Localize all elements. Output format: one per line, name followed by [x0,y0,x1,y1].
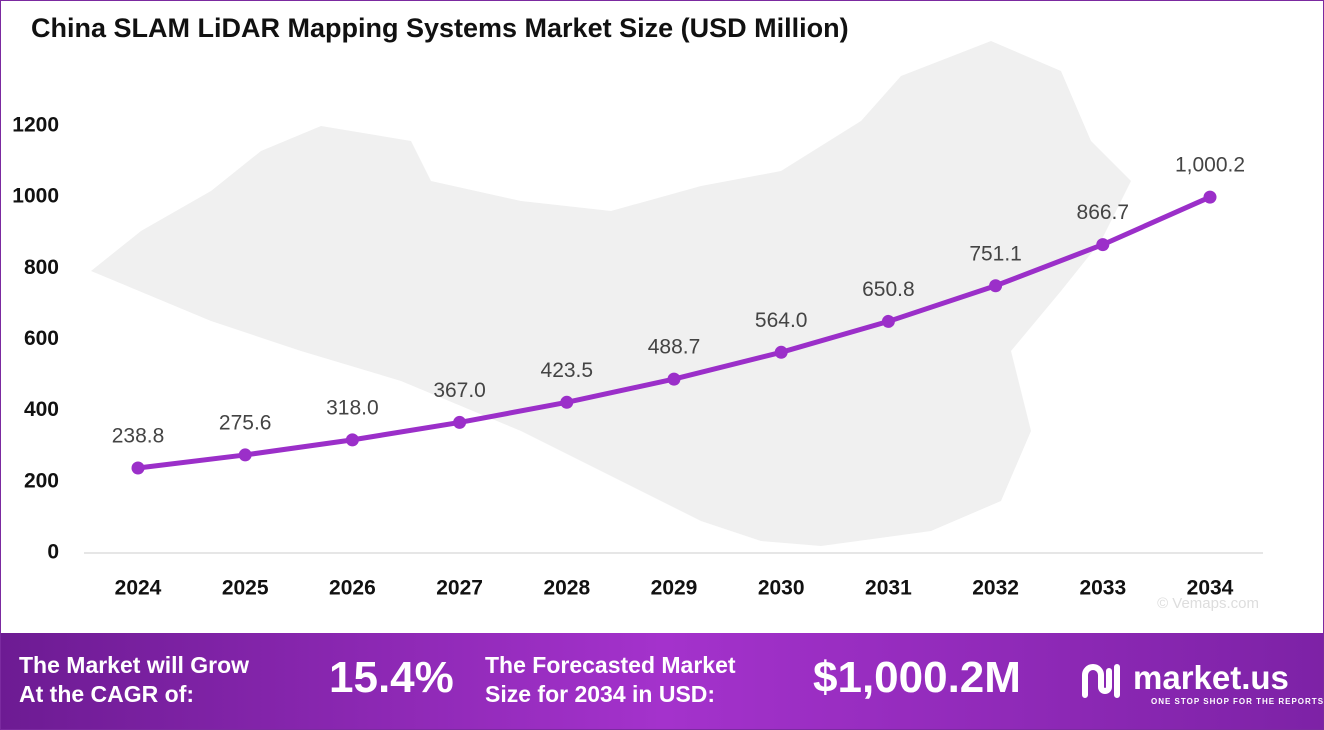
forecast-line: Size for 2034 in USD: [485,681,716,707]
x-tick-label: 2025 [222,577,269,600]
forecast-text: The Forecasted Market Size for 2034 in US… [485,651,736,709]
y-tick-label: 1000 [12,185,59,208]
data-point [667,372,681,386]
x-tick-label: 2033 [1079,577,1126,600]
value-label: 488.7 [648,336,701,359]
value-label: 650.8 [862,278,915,301]
cagr-line: At the CAGR of: [19,681,195,707]
y-tick-label: 400 [24,398,59,421]
value-label: 564.0 [755,309,808,332]
watermark: © Vemaps.com [1157,595,1259,612]
x-tick-label: 2030 [758,577,805,600]
tagline: ONE STOP SHOP FOR THE REPORTS [1151,697,1324,706]
y-tick-label: 0 [47,541,59,564]
data-point [345,433,359,447]
y-tick-label: 200 [24,469,59,492]
x-tick-label: 2028 [543,577,590,600]
footer: The Market will Grow At the CAGR of: 15.4… [1,633,1324,729]
data-point [989,279,1003,293]
y-tick-label: 600 [24,327,59,350]
map-background [91,41,1131,546]
cagr-value: 15.4% [329,653,454,702]
value-label: 866.7 [1077,201,1130,224]
y-tick-label: 1200 [12,114,59,137]
value-label: 1,000.2 [1175,154,1245,177]
data-point [131,461,145,475]
cagr-line: The Market will Grow [19,652,250,678]
data-point [238,448,252,462]
forecast-value: $1,000.2M [813,653,1021,702]
y-tick-label: 800 [24,256,59,279]
brand-logo [1082,664,1120,698]
value-label: 751.1 [969,242,1022,265]
data-point [1203,190,1217,204]
cagr-text: The Market will Grow At the CAGR of: [19,651,249,709]
forecast-line: The Forecasted Market [485,652,736,678]
data-point [560,395,574,409]
x-tick-label: 2029 [651,577,698,600]
value-label: 367.0 [433,379,486,402]
x-tick-label: 2032 [972,577,1019,600]
value-label: 423.5 [541,359,594,382]
chart: China SLAM LiDAR Mapping Systems Market … [12,13,1263,612]
x-tick-label: 2026 [329,577,376,600]
data-point [453,415,467,429]
x-tick-label: 2034 [1187,577,1234,600]
chart-title: China SLAM LiDAR Mapping Systems Market … [31,13,849,43]
x-tick-label: 2031 [865,577,912,600]
x-tick-label: 2024 [115,577,162,600]
x-tick-label: 2027 [436,577,483,600]
data-point [1096,238,1110,252]
value-label: 238.8 [112,425,165,448]
value-label: 275.6 [219,411,272,434]
data-point [774,345,788,359]
brand: market.us [1133,659,1289,696]
data-point [881,314,895,328]
value-label: 318.0 [326,396,379,419]
